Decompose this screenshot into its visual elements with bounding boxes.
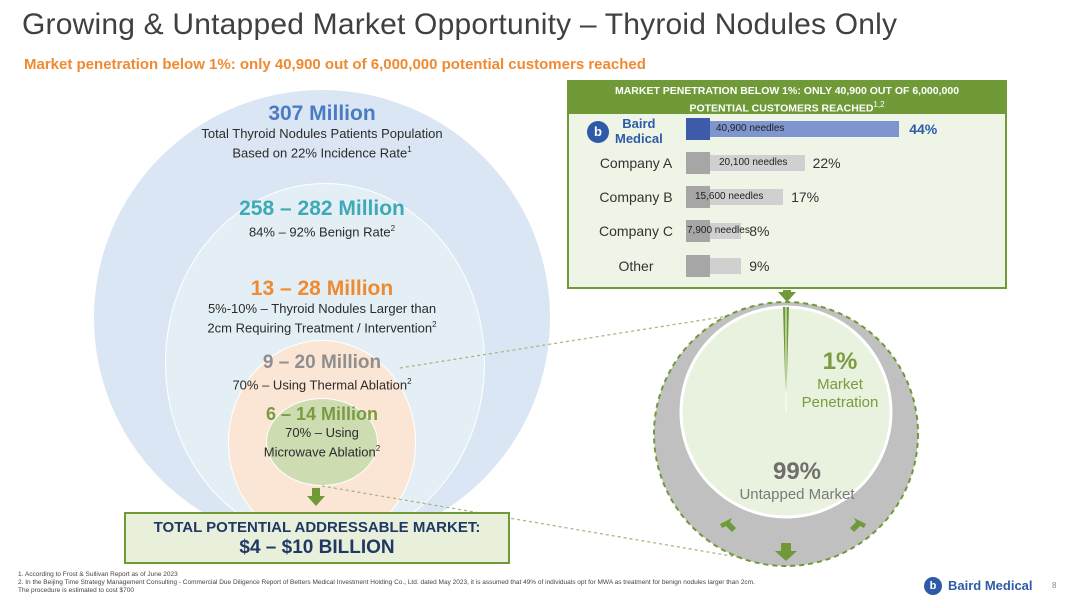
tam-arrow-stem [312,488,320,497]
share-pct: 22% [812,155,841,171]
share-bar-marker [686,255,710,277]
page-subtitle: Market penetration below 1%: only 40,900… [24,56,646,73]
funnel-circle-microwave [266,398,378,486]
share-bar [710,189,784,205]
share-pct: 8% [749,223,770,239]
share-pct: 9% [749,258,770,274]
share-bar [710,223,742,239]
share-row-label: Company B [599,189,673,205]
funnel-level-3-desc: 5%-10% – Thyroid Nodules Larger than [207,301,437,316]
funnel-level-3: 13 – 28 Million 5%-10% – Thyroid Nodules… [122,277,522,336]
page-number: 8 [1052,581,1057,590]
share-row-label: Other [618,258,654,274]
share-row: Company A 20,100 needles 22% [569,152,1009,174]
connector-lower [321,485,791,567]
share-bar-text: 7,900 needles [687,225,750,236]
footnote-1: 1. According to Frost & Sullivan Report … [18,571,178,578]
share-row: Company B 15,600 needles 17% [569,186,1009,208]
funnel-level-5-desc: 70% – Using [285,425,359,440]
connector-upper [399,315,729,369]
funnel-level-1: 307 Million Total Thyroid Nodules Patien… [122,102,522,161]
share-row-label: Company C [599,223,673,239]
share-bar-marker [686,152,710,174]
funnel-level-5: 6 – 14 Million 70% – Using Microwave Abl… [172,404,472,460]
share-bar [710,258,742,274]
funnel-level-5-value: 6 – 14 Million [265,404,379,424]
pie-bottom-arrows [720,518,866,561]
tam-arrow-icon [307,496,325,506]
footnote-2: 2. In the Beijing Time Strategy Manageme… [18,579,755,586]
pie-arrow-icon [778,292,796,302]
share-bar-marker [686,186,710,208]
tam-value: $4 – $10 BILLION [239,537,395,558]
share-row-baird: 40,900 needles 44% [569,118,1009,140]
pie-arrow-middle-icon [775,543,797,561]
pie-arrow-left-icon [720,518,736,532]
pie-penetration-label: 1% Market Penetration [780,348,900,412]
panel-header: MARKET PENETRATION BELOW 1%: ONLY 40,900… [569,82,1005,115]
share-row: Other 9% [569,255,1009,277]
share-pct: 17% [791,189,820,205]
baird-logo: b Baird Medical [587,116,682,146]
share-row-label: Company A [599,155,673,171]
market-share-panel: MARKET PENETRATION BELOW 1%: ONLY 40,900… [567,80,1007,289]
penetration-pie [653,301,919,567]
share-bar-text: 15,600 needles [695,191,764,202]
pie-arrow-right-icon [850,518,866,532]
funnel-level-1-desc: Total Thyroid Nodules Patients Populatio… [201,126,443,141]
page-title: Growing & Untapped Market Opportunity – … [22,8,898,41]
pie-penetration-value: 1% [822,348,858,375]
funnel-level-4-desc: 70% – Using Thermal Ablation2 [232,377,412,393]
baird-logo-icon: b [587,121,609,143]
funnel-level-2-desc: 84% – 92% Benign Rate2 [248,224,396,240]
share-bar-baird [710,121,900,137]
share-pct-baird: 44% [909,121,938,137]
share-bar-baird-text: 40,900 needles [716,123,785,134]
share-bar-text: 20,100 needles [719,157,788,168]
footer-brand: Baird Medical [948,578,1033,593]
share-bar-marker [686,220,710,242]
tam-box: TOTAL POTENTIAL ADDRESSABLE MARKET: $4 –… [124,512,510,564]
funnel-level-4: 9 – 20 Million 70% – Using Thermal Ablat… [172,352,472,393]
funnel-level-3-value: 13 – 28 Million [250,277,394,300]
funnel-level-2-value: 258 – 282 Million [239,197,405,220]
pie-untapped-value: 99% [772,458,822,485]
footer-logo-icon: b [924,577,942,595]
footer-logo: b Baird Medical [924,575,1044,597]
tam-label: TOTAL POTENTIAL ADDRESSABLE MARKET: [153,519,481,536]
share-row: Company C 7,900 needles 8% [569,220,1009,242]
footnote-3: The procedure is estimated to cost $700 [18,587,134,594]
funnel-level-2: 258 – 282 Million 84% – 92% Benign Rate2 [122,197,522,240]
share-bar [710,155,805,171]
funnel-level-1-value: 307 Million [268,102,376,125]
pie-untapped-label: 99% Untapped Market [712,458,882,503]
funnel-level-4-value: 9 – 20 Million [262,352,382,373]
share-bar-baird-marker [686,118,710,140]
